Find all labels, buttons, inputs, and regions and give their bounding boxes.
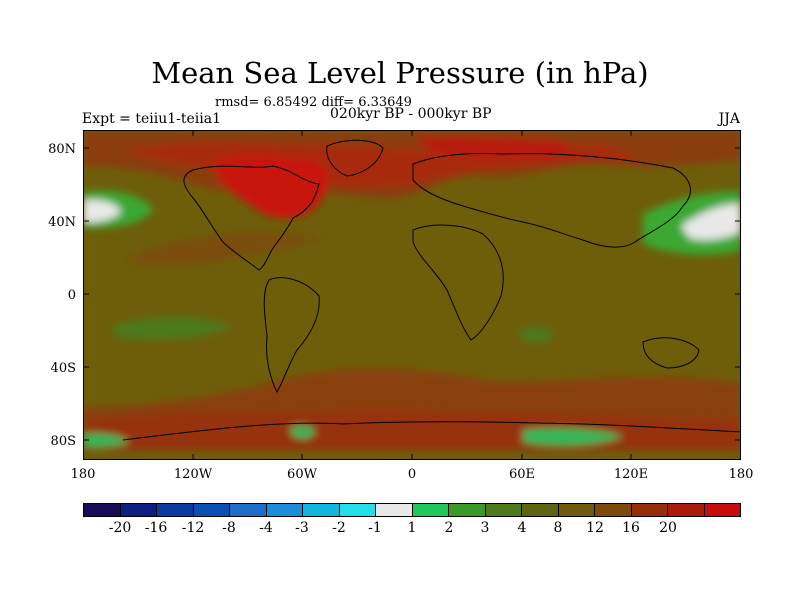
- colorbar-label: 16: [622, 520, 640, 536]
- colorbar-label: 2: [444, 520, 454, 536]
- colorbar-label: -2: [332, 520, 346, 536]
- colorbar-swatch: [704, 504, 740, 516]
- colorbar-swatch: [120, 504, 157, 516]
- colorbar-swatch: [157, 504, 194, 516]
- colorbar-label: 12: [586, 520, 604, 536]
- colorbar-label: 4: [517, 520, 527, 536]
- colorbar-swatch: [668, 504, 705, 516]
- lon-label-60e: 60E: [508, 467, 536, 482]
- colorbar-swatch: [84, 504, 121, 516]
- colorbar-swatch: [266, 504, 303, 516]
- colorbar-swatch: [376, 504, 413, 516]
- colorbar-swatch: [485, 504, 522, 516]
- colorbar-swatch: [303, 504, 340, 516]
- map-title: Mean Sea Level Pressure (in hPa): [151, 56, 649, 90]
- colorbar-label: -8: [222, 520, 236, 536]
- colorbar-swatch: [339, 504, 376, 516]
- pressure-map: [83, 130, 741, 460]
- colorbar-swatch: [193, 504, 230, 516]
- lat-label-80s: 80S: [50, 434, 76, 449]
- season-label: JJA: [718, 111, 740, 127]
- map-ticks: [83, 130, 741, 460]
- stats-text: rmsd= 6.85492 diff= 6.33649: [215, 95, 412, 110]
- colorbar: [83, 503, 741, 517]
- pressure-field: [83, 130, 741, 450]
- colorbar-swatch: [412, 504, 449, 516]
- colorbar-label: 20: [659, 520, 677, 536]
- lon-label-180w: 180: [70, 467, 96, 482]
- colorbar-swatch: [230, 504, 267, 516]
- lat-label-40s: 40S: [50, 361, 76, 376]
- lat-label-40n: 40N: [48, 215, 76, 230]
- lon-label-180e: 180: [728, 467, 754, 482]
- colorbar-label: 3: [480, 520, 490, 536]
- lat-label-0: 0: [67, 288, 76, 303]
- colorbar-swatch: [595, 504, 632, 516]
- lon-label-120w: 120W: [173, 467, 213, 482]
- colorbar-label: -16: [144, 520, 168, 536]
- colorbar-label: -12: [181, 520, 205, 536]
- colorbar-label: -20: [108, 520, 132, 536]
- colorbar-label: -1: [368, 520, 382, 536]
- colorbar-swatch: [631, 504, 668, 516]
- experiment-label: Expt = teiiu1-teiia1: [82, 111, 221, 127]
- lon-label-60w: 60W: [287, 467, 317, 482]
- period-label: 020kyr BP - 000kyr BP: [330, 106, 492, 122]
- colorbar-label: -4: [259, 520, 273, 536]
- lat-label-80n: 80N: [48, 142, 76, 157]
- colorbar-label: -3: [295, 520, 309, 536]
- colorbar-label: 1: [407, 520, 417, 536]
- colorbar-swatch: [558, 504, 595, 516]
- colorbar-swatch: [522, 504, 559, 516]
- coastlines: [122, 139, 741, 441]
- colorbar-label: 8: [553, 520, 563, 536]
- lon-label-120e: 120E: [613, 467, 649, 482]
- lon-label-0: 0: [407, 467, 417, 482]
- colorbar-swatch: [449, 504, 486, 516]
